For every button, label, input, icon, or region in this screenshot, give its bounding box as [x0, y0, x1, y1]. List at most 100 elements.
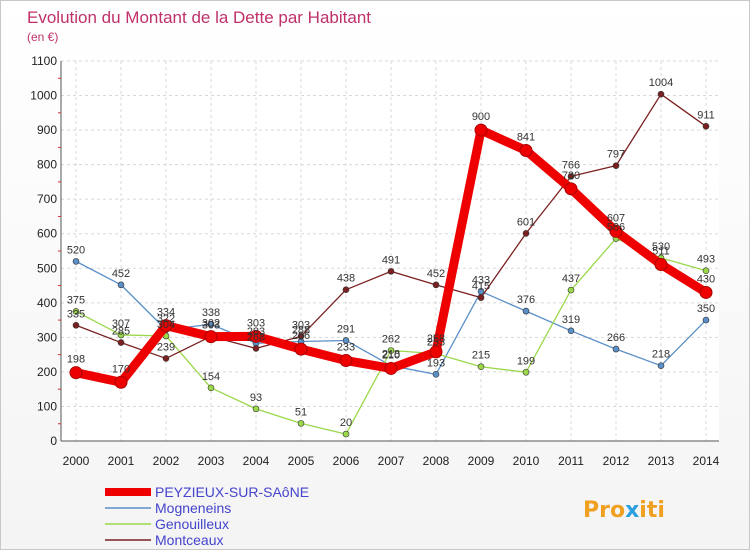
- data-label: 730: [562, 170, 580, 182]
- data-label: 491: [382, 254, 400, 266]
- data-point: [477, 363, 485, 371]
- data-label: 170: [112, 363, 130, 375]
- data-label: 233: [337, 342, 355, 354]
- data-point: [432, 371, 440, 378]
- data-point: [297, 333, 305, 340]
- data-point: [522, 307, 530, 315]
- data-point: [207, 320, 215, 328]
- x-tick-label: 2005: [288, 454, 315, 468]
- data-label: 797: [607, 149, 625, 161]
- legend-label: PEYZIEUX-SUR-SAôNE: [155, 484, 309, 500]
- chart-title: Evolution du Montant de la Dette par Hab…: [27, 8, 371, 27]
- data-point: [117, 331, 125, 339]
- data-label: 51: [295, 406, 307, 418]
- data-point: [522, 230, 530, 237]
- data-label: 375: [67, 294, 85, 306]
- data-point: [702, 316, 710, 324]
- x-tick-label: 2006: [333, 454, 360, 468]
- data-point: [519, 143, 533, 157]
- data-label: 520: [67, 244, 85, 256]
- data-label: 218: [652, 349, 670, 361]
- data-label: 268: [247, 331, 265, 343]
- data-point: [72, 321, 80, 329]
- data-point: [609, 224, 623, 238]
- y-tick-label: 300: [37, 330, 57, 344]
- legend-label: Mogneneins: [155, 500, 231, 516]
- data-point: [117, 281, 125, 289]
- data-label: 303: [247, 317, 265, 329]
- x-tick-label: 2003: [198, 454, 225, 468]
- data-label: 303: [292, 319, 310, 331]
- data-label: 20: [340, 417, 352, 429]
- data-label: 586: [607, 222, 625, 234]
- label-layer: 520 452 322 338 283 288 291 218 193 433 376 319 266 2…: [67, 77, 715, 429]
- data-label: 415: [472, 281, 490, 293]
- data-point: [252, 345, 260, 352]
- data-label: 335: [67, 308, 85, 320]
- data-point: [657, 90, 665, 98]
- data-point: [342, 286, 350, 293]
- data-label: 607: [607, 212, 625, 224]
- x-tick-label: 2000: [63, 454, 90, 468]
- data-point: [159, 319, 173, 333]
- data-point: [702, 267, 710, 274]
- y-tick-label: 600: [37, 227, 57, 241]
- y-tick-label: 700: [37, 192, 57, 206]
- data-label: 511: [652, 245, 670, 257]
- data-label: 303: [202, 319, 220, 331]
- data-point: [72, 258, 80, 265]
- y-tick-label: 900: [37, 123, 57, 137]
- data-point: [612, 162, 620, 169]
- plot-area: [61, 61, 719, 441]
- data-point: [387, 347, 395, 354]
- data-label: 322: [157, 313, 175, 325]
- data-point: [114, 375, 128, 389]
- x-tick-label: 2002: [153, 454, 180, 468]
- data-point: [297, 420, 305, 427]
- data-label: 530: [652, 241, 670, 253]
- data-point: [162, 355, 170, 362]
- data-label: 291: [337, 323, 355, 335]
- data-label: 262: [382, 333, 400, 345]
- data-label: 283: [247, 326, 265, 338]
- data-label: 433: [472, 274, 490, 286]
- logo-part2: x: [625, 498, 639, 523]
- logo-part1: Pro: [583, 498, 625, 523]
- data-point: [432, 281, 440, 289]
- data-point: [657, 362, 665, 369]
- data-label: 154: [202, 371, 220, 383]
- data-label: 239: [157, 341, 175, 353]
- data-label: 258: [427, 333, 445, 345]
- x-tick-label: 2013: [648, 454, 675, 468]
- legend-label: Genouilleux: [155, 516, 229, 532]
- data-point: [387, 268, 395, 275]
- data-label: 493: [697, 254, 715, 266]
- data-label: 199: [517, 355, 535, 367]
- x-tick-label: 2007: [378, 454, 405, 468]
- y-tick-label: 800: [37, 158, 57, 172]
- data-point: [339, 354, 353, 368]
- data-label: 350: [697, 303, 715, 315]
- data-point: [204, 330, 218, 344]
- data-label: 210: [382, 349, 400, 361]
- data-label: 1004: [649, 77, 673, 89]
- y-tick-label: 100: [37, 399, 57, 413]
- data-label: 430: [697, 273, 715, 285]
- y-tick-label: 400: [37, 296, 57, 310]
- grid-layer: [61, 60, 719, 442]
- axis-layer: 0 100 200 300 400 500 600 700 800 900 1000 1100 2000…: [30, 54, 719, 468]
- legend: PEYZIEUX-SUR-SAôNEMogneneinsGenouilleuxM…: [105, 484, 309, 548]
- data-label: 307: [112, 318, 130, 330]
- data-label: 285: [112, 326, 130, 338]
- x-tick-label: 2010: [513, 454, 540, 468]
- x-tick-label: 2008: [423, 454, 450, 468]
- data-label: 198: [67, 354, 85, 366]
- data-point: [612, 345, 620, 353]
- data-point: [699, 285, 713, 299]
- data-label: 266: [607, 332, 625, 344]
- data-point: [567, 327, 575, 335]
- data-label: 438: [337, 273, 355, 285]
- data-point: [474, 123, 488, 137]
- data-point: [522, 368, 530, 376]
